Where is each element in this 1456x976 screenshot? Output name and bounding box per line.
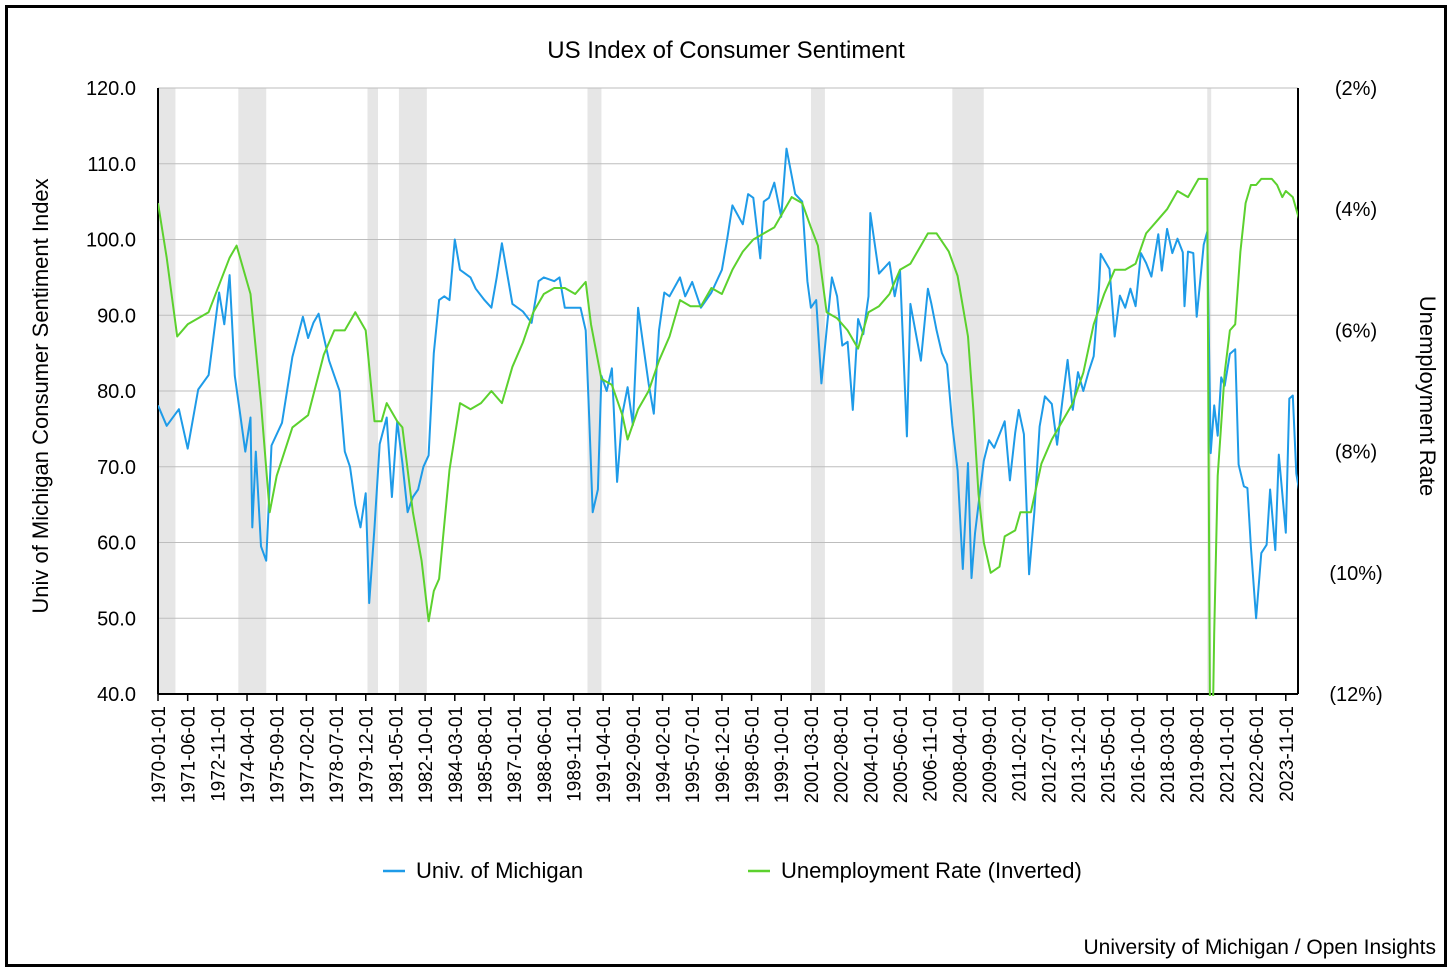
- x-tick-label: 1978-07-01: [327, 706, 348, 803]
- x-tick-label: 2012-07-01: [1039, 706, 1060, 803]
- x-tick-label: 2009-09-01: [980, 706, 1001, 803]
- unemployment-inverted-line: [158, 177, 1298, 696]
- chart-frame: US Index of Consumer Sentiment 120.0 110.…: [5, 5, 1447, 967]
- x-tick-label: 1981-05-01: [386, 706, 407, 803]
- y2-tick-label: (2%): [1335, 78, 1377, 100]
- x-tick-label: 2011-02-01: [1010, 706, 1031, 802]
- x-tick-label: 1988-06-01: [535, 706, 556, 803]
- x-tick-label: 1992-09-01: [624, 706, 645, 803]
- x-tick-label: 2006-11-01: [921, 706, 942, 802]
- y-tick-label: 40.0: [97, 684, 136, 706]
- y-tick-label: 60.0: [97, 533, 136, 555]
- michigan-sentiment-line: [158, 147, 1298, 620]
- x-tick-label: 1987-01-01: [505, 706, 526, 803]
- y2-tick-label: (4%): [1335, 199, 1377, 221]
- x-tick-label: 2021-01-01: [1217, 706, 1238, 803]
- chart-title: US Index of Consumer Sentiment: [547, 37, 905, 64]
- y-tick-label: 100.0: [86, 230, 136, 252]
- x-tick-label: 1985-08-01: [475, 706, 496, 803]
- x-tick-label: 2005-06-01: [891, 706, 912, 803]
- x-tick-label: 1991-04-01: [594, 706, 615, 803]
- x-tick-label: 1979-12-01: [357, 706, 378, 803]
- y-tick-label: 70.0: [97, 457, 136, 479]
- x-tick-label: 1999-10-01: [772, 706, 793, 803]
- gridlines: [158, 87, 1298, 695]
- x-tick-label: 1989-11-01: [564, 706, 585, 802]
- y-axis-label: Univ of Michigan Consumer Sentiment Inde…: [28, 178, 53, 613]
- y-tick-label: 50.0: [97, 608, 136, 630]
- x-tick-label: 2019-08-01: [1188, 706, 1209, 803]
- y-tick-label: 120.0: [86, 78, 136, 100]
- x-tick-label: 1971-06-01: [179, 706, 200, 803]
- y2-tick-label: (8%): [1335, 442, 1377, 464]
- source-note: University of Michigan / Open Insights: [1084, 936, 1437, 959]
- x-tick-label: 2002-08-01: [832, 706, 853, 803]
- x-tick-label: 1970-01-01: [149, 706, 170, 803]
- legend: Univ. of Michigan Unemployment Rate (Inve…: [383, 858, 1082, 883]
- x-tick-label: 1996-12-01: [713, 706, 734, 803]
- legend-label: Univ. of Michigan: [416, 858, 583, 883]
- x-tick-label: 2015-05-01: [1099, 706, 1120, 803]
- y-tick-label: 90.0: [97, 305, 136, 327]
- x-tick-label: 1982-10-01: [416, 706, 437, 803]
- x-tick-label: 1977-02-01: [297, 706, 318, 803]
- y2-tick-label: (6%): [1335, 320, 1377, 342]
- x-tick-label: 2016-10-01: [1128, 706, 1149, 803]
- x-tick-label: 2001-03-01: [802, 706, 823, 803]
- y2-tick-label: (12%): [1329, 684, 1382, 706]
- x-tick-label: 1998-05-01: [743, 706, 764, 803]
- x-tick-label: 2013-12-01: [1069, 706, 1090, 803]
- y-tick-label: 80.0: [97, 381, 136, 403]
- x-tick-label: 2004-01-01: [861, 706, 882, 803]
- legend-label: Unemployment Rate (Inverted): [781, 858, 1082, 883]
- x-tick-label: 1974-04-01: [238, 706, 259, 803]
- y2-axis-label: Unemployment Rate: [1415, 296, 1440, 497]
- x-tick-label: 1995-07-01: [683, 706, 704, 803]
- x-tick-label: 2023-11-01: [1277, 706, 1298, 802]
- chart-svg: US Index of Consumer Sentiment 120.0 110.…: [28, 37, 1440, 959]
- x-tick-label: 1972-11-01: [208, 706, 229, 802]
- y-tick-label: 110.0: [87, 154, 136, 176]
- x-tick-label: 1975-09-01: [268, 706, 289, 803]
- x-tick-label: 2022-06-01: [1247, 706, 1268, 803]
- y2-axis-ticks: (2%) (4%) (6%) (8%) (10%) (12%): [1329, 78, 1382, 706]
- y2-tick-label: (10%): [1329, 563, 1382, 585]
- y-axis-ticks: 120.0 110.0 100.0 90.0 80.0 70.0 60.0 50.0 40.0: [86, 78, 136, 706]
- x-tick-label: 2018-03-01: [1158, 706, 1179, 803]
- series-lines: [158, 147, 1298, 696]
- x-tick-label: 1984-03-01: [446, 706, 467, 803]
- x-tick-label: 1994-02-01: [654, 706, 675, 803]
- x-axis-ticks: 1970-01-01 1971-06-01 1972-11-01 1974-04-01…: [149, 694, 1298, 803]
- x-tick-label: 2008-04-01: [950, 706, 971, 803]
